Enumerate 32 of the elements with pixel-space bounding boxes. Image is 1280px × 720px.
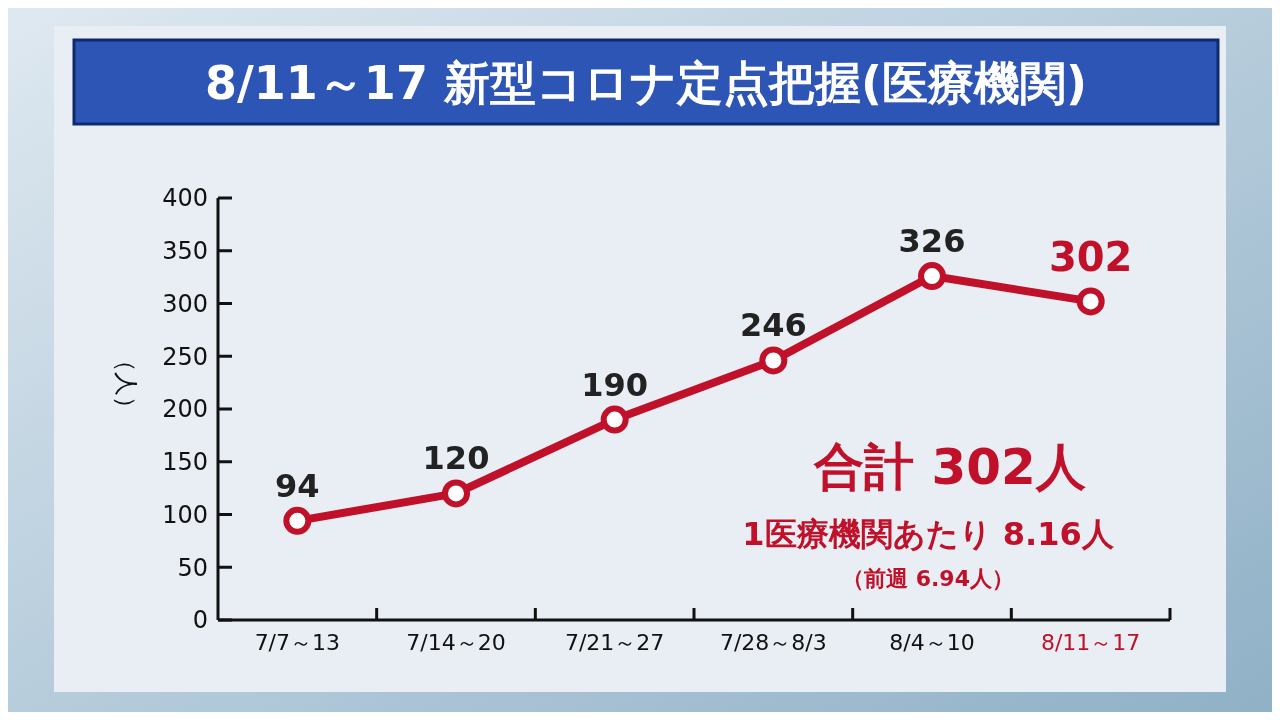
point [442,479,470,508]
y-tick-label: 250 [162,342,208,371]
y-tick-label: 350 [162,237,208,266]
x-tick-label: 7/21～27 [564,630,665,655]
annotation: 合計 302人 [813,438,1086,496]
y-tick-label: 300 [162,289,208,318]
point [283,506,312,535]
data-label: 326 [898,222,966,261]
y-axis-title: （人） [112,348,140,420]
data-label: 246 [739,306,807,345]
y-tick-label: 400 [162,184,208,213]
data-label: 302 [1048,234,1133,281]
data-label: 190 [581,365,649,404]
x-tick-label: 7/14～20 [406,630,506,655]
y-tick-label: 0 [192,606,208,635]
point [1076,287,1105,316]
point [759,346,788,375]
y-tick-label: 100 [162,500,208,529]
x-tick-label: 8/4～10 [889,630,975,655]
point [600,405,629,434]
y-tick-label: 150 [162,448,208,477]
point [918,262,946,291]
y-tick-label: 200 [162,395,208,424]
annotation: （前週 6.94人） [842,566,1014,591]
x-tick-label: 7/28～8/3 [719,630,827,655]
data-label: 94 [275,466,320,505]
data-label: 120 [422,439,490,478]
x-tick-label: 7/7～13 [254,630,341,655]
y-tick-label: 50 [177,553,208,582]
x-tick-label: 8/11～17 [1040,630,1141,655]
annotation: 1医療機関あたり 8.16人 [742,515,1115,553]
chart-title: 8/11～17 新型コロナ定点把握(医療機関) [205,56,1087,110]
